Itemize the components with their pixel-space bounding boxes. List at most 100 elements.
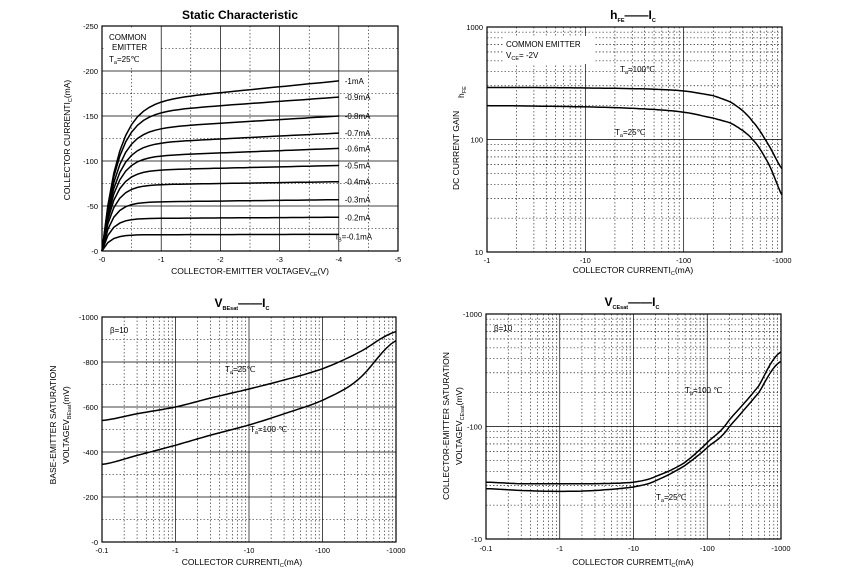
chart-static-characteristic: IB=-0.1mA-0.2mA-0.3mA-0.4mA-0.5mA-0.6mA-… (62, 8, 401, 278)
vbe-curve (101, 339, 397, 466)
vce-sub: CE (511, 56, 519, 62)
title-sub: CEsat (613, 305, 629, 311)
y-tick-label: -0 (91, 538, 98, 547)
x-axis-unit: (mA) (284, 557, 303, 567)
y-tick-label: -100 (83, 157, 98, 166)
title-end-sub: C (655, 305, 659, 311)
x-tick-label: -0 (99, 255, 106, 264)
plot-frame (101, 25, 399, 252)
y-tick-label: -50 (87, 202, 98, 211)
y-axis-text: VOLTAGE (454, 426, 464, 465)
x-axis-sub: C (280, 563, 284, 569)
y-axis-label: COLLECTOR-EMITTER SATURATION (441, 352, 451, 500)
ta-symbol: T (656, 493, 661, 502)
annotation-line: β=10 (110, 326, 129, 335)
title-dash: —— (238, 296, 262, 310)
y-axis-label: COLLECTOR CURRENTIC(mA) (62, 80, 74, 201)
x-axis-unit: (mA) (675, 265, 694, 275)
y-axis-symbol: hFE (456, 86, 468, 98)
curve-label: -1mA (345, 77, 365, 86)
ta-symbol: T (225, 365, 230, 374)
ta-value: =100 ℃ (258, 425, 287, 434)
x-tick-label: -1000 (386, 546, 405, 555)
ib-curve (101, 96, 339, 252)
ta-sub: a (620, 133, 624, 139)
y-axis-sub: C (68, 98, 74, 102)
ta-sub: a (230, 370, 234, 376)
annotation-box (503, 36, 595, 64)
ta-value: =25℃ (623, 128, 646, 137)
x-axis-unit: (mA) (675, 557, 694, 567)
vce-value: = -2V (519, 51, 539, 60)
y-tick-label: -250 (83, 22, 98, 31)
hfe-curve (486, 104, 783, 196)
plot-frame (485, 313, 782, 540)
y-tick-label: -200 (83, 493, 98, 502)
y-tick-label: 100 (470, 136, 483, 145)
curve-label: -0.6mA (345, 144, 371, 153)
y-axis-label: VOLTAGEVBEsat(mV) (61, 386, 73, 464)
vce-symbol: V (506, 51, 512, 60)
annotation-line: COMMON (109, 33, 147, 42)
title-dash: —— (628, 295, 652, 309)
annotation-line: Ta=25℃ (109, 55, 140, 66)
x-tick-label: -10 (628, 544, 639, 553)
x-tick-label: -5 (395, 255, 402, 264)
x-axis-sub: CE (310, 272, 318, 278)
temp-sub: a (114, 60, 118, 66)
x-tick-label: -10 (244, 546, 255, 555)
y-tick-label: 10 (475, 248, 483, 257)
x-axis-symbol: I (669, 557, 671, 567)
curve-label: -0.2mA (345, 213, 371, 222)
ib-curve (101, 132, 339, 252)
curve-label: Ta=25℃ (225, 365, 256, 376)
y-tick-label: -0 (91, 247, 98, 256)
y-axis-unit: (mA) (62, 80, 72, 99)
x-axis-text: COLLECTOR CURRENT (573, 265, 669, 275)
title-dash: —— (625, 8, 649, 22)
x-tick-label: -1 (556, 544, 563, 553)
x-tick-label: -4 (335, 255, 342, 264)
curve-label: -0.7mA (345, 129, 371, 138)
y-axis-label: BASE-EMITTER SATURATION (48, 366, 58, 485)
chart-title: hFE——IC (610, 8, 656, 24)
ta-sub: a (690, 391, 694, 397)
x-axis-symbol: I (277, 557, 279, 567)
x-axis-symbol: V (304, 266, 310, 276)
y-tick-label: -100 (467, 423, 482, 432)
annotation-line: EMITTER (112, 43, 147, 52)
vbe-curve (101, 330, 397, 422)
y-axis-symbol-main: h (456, 93, 466, 98)
ta-sub: a (255, 430, 259, 436)
y-axis-symbol: I (62, 102, 72, 104)
y-axis-symbol-sub: FE (462, 86, 468, 93)
x-axis-symbol: I (668, 265, 670, 275)
ta-symbol: T (685, 386, 690, 395)
ta-symbol: T (615, 128, 620, 137)
ib-curve (101, 80, 339, 252)
y-tick-label: -200 (83, 67, 98, 76)
x-tick-label: -2 (217, 255, 224, 264)
ib-curve (101, 216, 339, 252)
y-axis-label: VOLTAGEVCEsat(mV) (454, 387, 466, 465)
y-axis-unit: (mV) (454, 387, 464, 406)
ib-curve (101, 115, 339, 252)
x-axis-label: COLLECTOR CURRENTIC(mA) (182, 557, 303, 569)
y-axis-label: DC CURRENT GAIN (451, 111, 461, 190)
y-tick-label: -1000 (79, 313, 98, 322)
temp-symbol: T (109, 55, 114, 64)
x-tick-label: -0.1 (96, 546, 109, 555)
y-tick-label: -1000 (463, 310, 482, 319)
title-symbol: V (605, 295, 613, 309)
curve-label: Ta=100 ℃ (685, 386, 722, 397)
plot-frame (101, 316, 397, 543)
y-axis-text: VOLTAGE (61, 425, 71, 464)
plot-frame (486, 26, 783, 253)
chart-title: VCEsat——IC (605, 295, 660, 311)
y-axis-sub: BEsat (67, 404, 73, 419)
annotation-line: β=10 (494, 324, 513, 333)
ib-curve (101, 164, 339, 252)
